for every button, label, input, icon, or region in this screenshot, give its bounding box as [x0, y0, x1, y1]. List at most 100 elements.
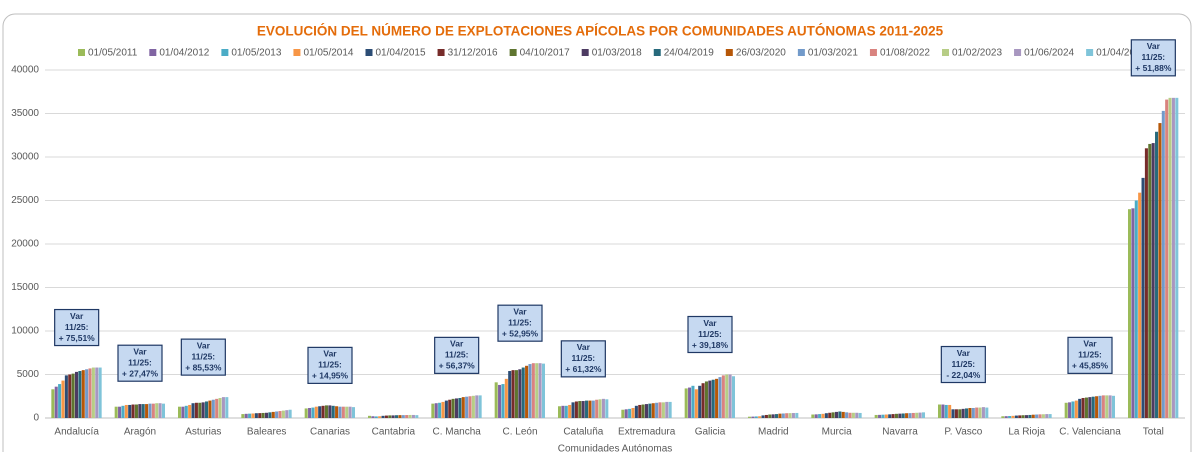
bar — [54, 386, 58, 418]
bar — [718, 377, 722, 418]
bar — [391, 415, 395, 418]
bar — [341, 406, 345, 418]
bar — [568, 404, 572, 418]
x-tick-label: C. León — [502, 427, 537, 438]
bar — [644, 404, 649, 418]
bar — [1048, 414, 1052, 418]
bar — [911, 412, 915, 418]
bar — [641, 404, 645, 418]
bar — [668, 401, 672, 418]
legend-swatch — [1014, 49, 1022, 56]
legend-swatch — [1086, 49, 1094, 56]
annotation-box — [1067, 336, 1113, 374]
bar — [1068, 402, 1072, 418]
bar — [768, 414, 772, 418]
bar — [444, 400, 448, 418]
bar — [881, 414, 885, 418]
bar — [148, 403, 152, 418]
bar — [581, 401, 585, 418]
legend-label: 01/06/2024 — [1024, 48, 1074, 59]
x-tick-label: Andalucía — [54, 427, 99, 438]
bar — [318, 406, 322, 418]
bar — [91, 367, 95, 418]
chart-border — [2, 13, 1192, 452]
bar — [1071, 401, 1075, 418]
bar — [285, 410, 289, 418]
bar — [821, 413, 825, 418]
legend-label: 04/10/2017 — [520, 48, 570, 59]
bar — [1105, 395, 1109, 418]
bar — [1131, 208, 1135, 418]
bar — [824, 413, 828, 418]
bar — [304, 408, 308, 418]
y-tick-label: 5000 — [17, 369, 40, 380]
legend-swatch — [149, 49, 157, 56]
bar — [1108, 395, 1112, 418]
annotation-box — [1130, 39, 1176, 77]
bar — [1031, 414, 1035, 418]
bar — [585, 400, 589, 418]
annotation-text: Var — [577, 342, 591, 352]
bar — [858, 412, 862, 418]
legend-label: 31/12/2016 — [448, 48, 498, 59]
y-tick-label: 15000 — [11, 282, 39, 293]
bar — [1024, 415, 1029, 418]
bar — [145, 404, 149, 418]
bar — [961, 408, 965, 418]
annotation-text: 11/25: — [572, 353, 596, 363]
bar — [475, 395, 479, 418]
annotation-text: + 61,32% — [565, 364, 602, 374]
bar — [688, 387, 692, 418]
bar — [1038, 414, 1042, 418]
bar — [118, 406, 122, 418]
bar — [965, 408, 969, 418]
bar — [715, 378, 719, 418]
bar — [58, 384, 62, 418]
bar — [898, 413, 902, 418]
x-tick-label: Madrid — [758, 427, 789, 438]
bar — [1098, 395, 1102, 418]
bar — [918, 412, 922, 418]
bar — [748, 416, 752, 418]
annotation-text: 11/25: — [1078, 350, 1102, 360]
bar — [588, 400, 592, 418]
bar — [751, 416, 755, 418]
bar — [791, 413, 795, 418]
bar — [541, 363, 545, 418]
bar — [631, 407, 635, 418]
bar — [218, 397, 222, 418]
bar — [704, 381, 708, 418]
bar — [331, 405, 335, 418]
bar — [711, 379, 715, 418]
legend-swatch — [293, 49, 301, 56]
bar — [1175, 97, 1179, 418]
bar — [434, 403, 438, 418]
annotation-text: Var — [1147, 41, 1161, 51]
bar — [1101, 395, 1105, 418]
legend-label: 01/03/2021 — [808, 48, 858, 59]
bar — [661, 402, 665, 418]
bar — [598, 399, 602, 418]
legend-swatch — [581, 49, 589, 56]
legend-label: 01/04/2015 — [376, 48, 426, 59]
bar — [288, 409, 292, 418]
annotation-text: Var — [323, 349, 337, 359]
bar — [648, 403, 652, 418]
x-tick-label: Total — [1143, 427, 1164, 438]
bar — [728, 374, 732, 418]
annotation-text: Var — [70, 311, 84, 321]
bar — [308, 407, 312, 418]
annotation-box — [940, 345, 986, 384]
legend-label: 01/05/2014 — [303, 48, 353, 59]
bar — [514, 370, 518, 418]
bar — [281, 410, 285, 418]
bar — [408, 414, 412, 418]
bar — [211, 399, 215, 418]
bar — [1168, 97, 1172, 418]
bar — [915, 412, 919, 418]
annotation-text: 11/25: — [192, 351, 216, 361]
bar — [388, 415, 392, 418]
bar — [855, 412, 859, 418]
annotation-text: + 39,18% — [692, 340, 729, 350]
y-tick-label: 10000 — [11, 326, 39, 337]
